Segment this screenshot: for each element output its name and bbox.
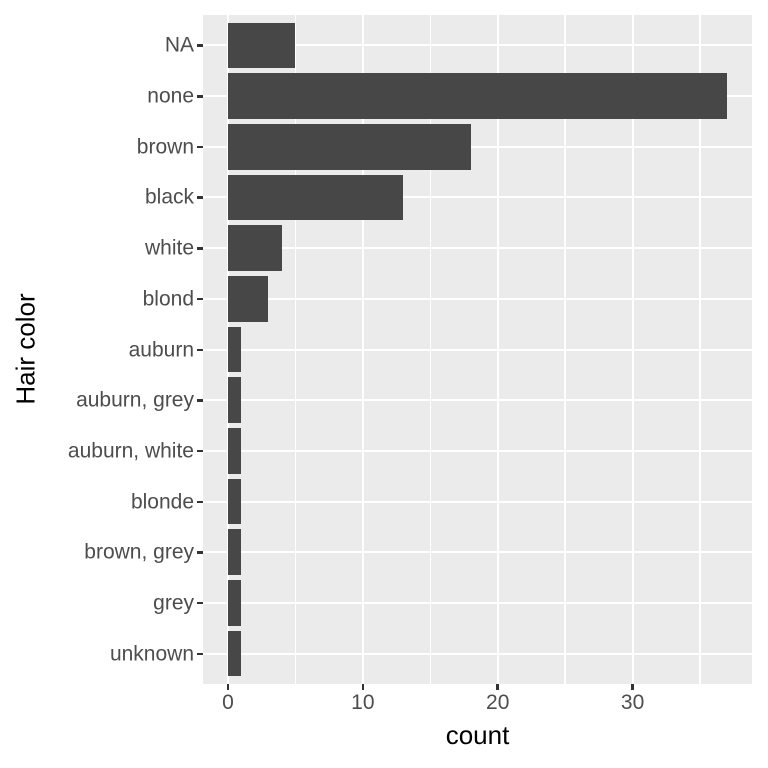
y-tick-mark (197, 44, 203, 47)
gridline-major-y (203, 500, 752, 503)
bar-brown-grey (227, 529, 242, 576)
y-tick-mark (197, 196, 203, 199)
x-tick-mark (496, 684, 499, 690)
bar-blonde (227, 478, 242, 525)
y-tick-label: black (144, 185, 194, 209)
y-tick-mark (197, 551, 203, 554)
y-tick-mark (197, 601, 203, 605)
y-tick-mark (197, 500, 203, 504)
gridline-major-y (203, 297, 752, 300)
y-tick-label: brown, grey (84, 540, 194, 564)
gridline-major-y (203, 348, 752, 351)
x-axis-title: count (445, 720, 510, 750)
y-tick-label: brown (136, 135, 194, 159)
x-tick-mark (226, 684, 230, 690)
y-tick-label: white (144, 236, 194, 260)
bar-grey (227, 580, 242, 626)
y-tick-mark (197, 95, 203, 98)
y-tick-label: auburn, grey (76, 388, 194, 412)
bar-auburn-white (227, 428, 242, 474)
x-tick-label: 30 (620, 691, 645, 714)
gridline-major-y (203, 44, 752, 47)
gridline-major-y (203, 247, 752, 250)
gridline-major-y (203, 601, 752, 604)
x-tick-mark (361, 684, 365, 690)
x-tick-label: 20 (486, 691, 510, 714)
bar-blond (227, 276, 269, 322)
y-tick-mark (197, 145, 203, 149)
gridline-major-y (203, 652, 752, 655)
bar-white (227, 225, 282, 271)
gridline-minor-x (564, 15, 566, 684)
x-tick-label: 10 (351, 691, 375, 714)
bar-brown (227, 123, 471, 170)
y-tick-mark (197, 297, 203, 301)
y-tick-label: blonde (130, 490, 194, 514)
y-tick-mark (197, 247, 203, 250)
y-tick-label: auburn (128, 338, 194, 361)
x-tick-label: 0 (222, 691, 234, 714)
gridline-major-x (496, 15, 499, 684)
gridline-minor-x (294, 15, 297, 684)
y-tick-label: grey (153, 591, 194, 615)
gridline-major-x (361, 15, 364, 684)
bar-none (227, 73, 728, 119)
y-tick-label: none (147, 84, 194, 108)
gridline-major-y (203, 551, 752, 554)
y-tick-mark (197, 399, 203, 402)
bar-black (227, 174, 404, 221)
bar-na (227, 22, 296, 69)
x-tick-mark (631, 684, 634, 690)
gridline-major-y (203, 449, 752, 452)
gridline-minor-x (699, 15, 701, 684)
y-tick-mark (197, 449, 203, 453)
y-tick-label: NA (164, 33, 194, 57)
y-tick-label: auburn, white (67, 439, 194, 463)
gridline-major-y (203, 145, 752, 148)
bar-auburn-grey (227, 377, 242, 423)
y-tick-mark (197, 652, 203, 656)
y-tick-label: blond (142, 287, 194, 311)
gridline-major-x (631, 15, 634, 684)
gridline-major-y (203, 196, 752, 199)
y-tick-mark (197, 348, 203, 351)
bar-unknown (227, 630, 242, 677)
plot-panel (203, 15, 752, 684)
gridline-minor-x (429, 15, 432, 684)
y-tick-label: unknown (109, 642, 194, 666)
bar-auburn (227, 326, 242, 373)
gridline-major-y (203, 399, 752, 402)
